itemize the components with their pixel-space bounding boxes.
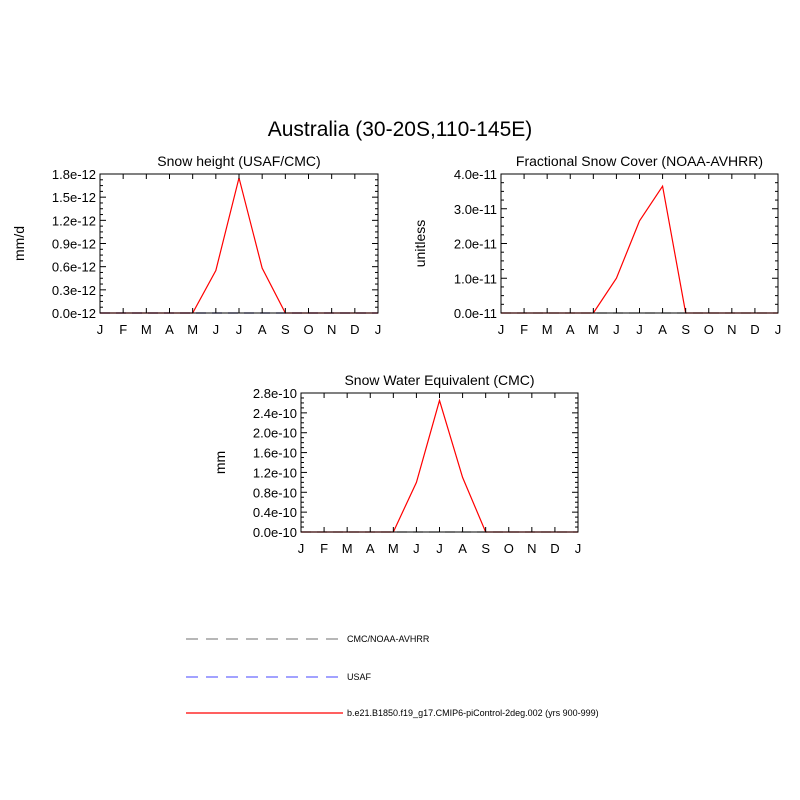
x-tick-label: M — [388, 541, 399, 556]
x-tick-label: D — [350, 322, 359, 337]
x-tick-label: S — [281, 322, 290, 337]
panels: Snow height (USAF/CMC)mm/dJ F M A M J J A S O N D J0… — [11, 153, 781, 556]
y-tick-label: 0.9e-12 — [52, 237, 96, 252]
x-tick-label: J — [613, 322, 620, 337]
y-tick-label: 0.0e-11 — [454, 306, 497, 321]
legend: CMC/NOAA-AVHRR USAF b.e21.B1850.f19_g17.CM… — [186, 634, 599, 718]
x-tick-label: M — [542, 322, 553, 337]
x-tick-label: M — [187, 322, 198, 337]
legend-label: CMC/NOAA-AVHRR — [347, 634, 430, 644]
y-tick-label: 2.0e-11 — [454, 237, 497, 252]
x-tick-label: A — [566, 322, 575, 337]
y-tick-label: 0.3e-12 — [52, 283, 96, 298]
y-tick-label: 2.0e-10 — [253, 426, 297, 441]
figure-title: Australia (30-20S,110-145E) — [268, 118, 533, 141]
x-tick-label: J — [775, 322, 782, 337]
legend-label: USAF — [347, 672, 372, 682]
y-tick-label: 0.0e-12 — [52, 306, 96, 321]
x-tick-label: S — [481, 541, 490, 556]
y-tick-label: 1.0e-11 — [454, 271, 497, 286]
y-tick-label: 2.8e-10 — [253, 386, 297, 401]
plot-frame — [300, 392, 579, 533]
x-tick-label: A — [165, 322, 174, 337]
chart-title: Snow Water Equivalent (CMC) — [344, 372, 534, 388]
x-tick-label: O — [704, 322, 714, 337]
x-tick-label: N — [527, 541, 536, 556]
x-tick-label: J — [636, 322, 643, 337]
y-axis-label: mm/d — [11, 226, 27, 261]
y-tick-label: 1.2e-10 — [253, 465, 297, 480]
x-tick-label: F — [119, 322, 127, 337]
x-tick-label: J — [97, 322, 104, 337]
x-tick-label: F — [520, 322, 528, 337]
x-tick-label: J — [213, 322, 220, 337]
series-line — [501, 184, 778, 314]
plot-frame — [500, 173, 779, 314]
y-tick-label: 1.5e-12 — [52, 190, 96, 205]
y-tick-label: 2.4e-10 — [253, 406, 297, 421]
x-tick-label: O — [303, 322, 313, 337]
y-tick-label: 4.0e-11 — [454, 167, 497, 182]
x-tick-label: J — [236, 322, 243, 337]
y-tick-label: 0.8e-10 — [253, 485, 297, 500]
x-tick-label: N — [327, 322, 336, 337]
series-line — [301, 398, 578, 533]
x-tick-label: J — [413, 541, 420, 556]
chart-title: Fractional Snow Cover (NOAA-AVHRR) — [516, 153, 763, 169]
x-tick-label: A — [658, 322, 667, 337]
x-tick-label: J — [375, 322, 382, 337]
x-tick-label: D — [750, 322, 759, 337]
x-tick-label: M — [141, 322, 152, 337]
y-tick-label: 0.6e-12 — [52, 260, 96, 275]
plot-frame — [99, 173, 379, 314]
x-tick-label: A — [258, 322, 267, 337]
chart-panel-2: Fractional Snow Cover (NOAA-AVHRR) unitle… — [412, 153, 781, 337]
y-tick-label: 3.0e-11 — [454, 202, 497, 217]
x-tick-label: M — [588, 322, 599, 337]
chart-panel-1: Snow height (USAF/CMC)mm/dJ F M A M J J A S O N D J0… — [11, 153, 381, 337]
x-tick-label: N — [727, 322, 736, 337]
x-tick-label: D — [550, 541, 559, 556]
chart-panel-3: Snow Water Equivalent (CMC)mmJ F M A M J J A S O N… — [212, 372, 581, 556]
y-axis-label: unitless — [412, 220, 428, 267]
y-tick-label: 1.8e-12 — [52, 167, 96, 182]
x-tick-label: A — [458, 541, 467, 556]
chart-title: Snow height (USAF/CMC) — [157, 153, 320, 169]
series-line — [100, 177, 378, 314]
x-tick-label: M — [342, 541, 353, 556]
x-tick-label: J — [575, 541, 582, 556]
x-tick-label: A — [366, 541, 375, 556]
y-tick-label: 1.2e-12 — [52, 213, 96, 228]
x-tick-label: J — [436, 541, 443, 556]
legend-label: b.e21.B1850.f19_g17.CMIP6-piControl-2deg… — [347, 708, 599, 718]
y-tick-label: 1.6e-10 — [253, 446, 297, 461]
x-tick-label: S — [681, 322, 690, 337]
y-tick-label: 0.4e-10 — [253, 505, 297, 520]
x-tick-label: J — [498, 322, 505, 337]
y-tick-label: 0.0e-10 — [253, 525, 297, 540]
x-tick-label: O — [504, 541, 514, 556]
y-axis-label: mm — [212, 451, 228, 474]
x-tick-label: F — [320, 541, 328, 556]
x-tick-label: J — [298, 541, 305, 556]
